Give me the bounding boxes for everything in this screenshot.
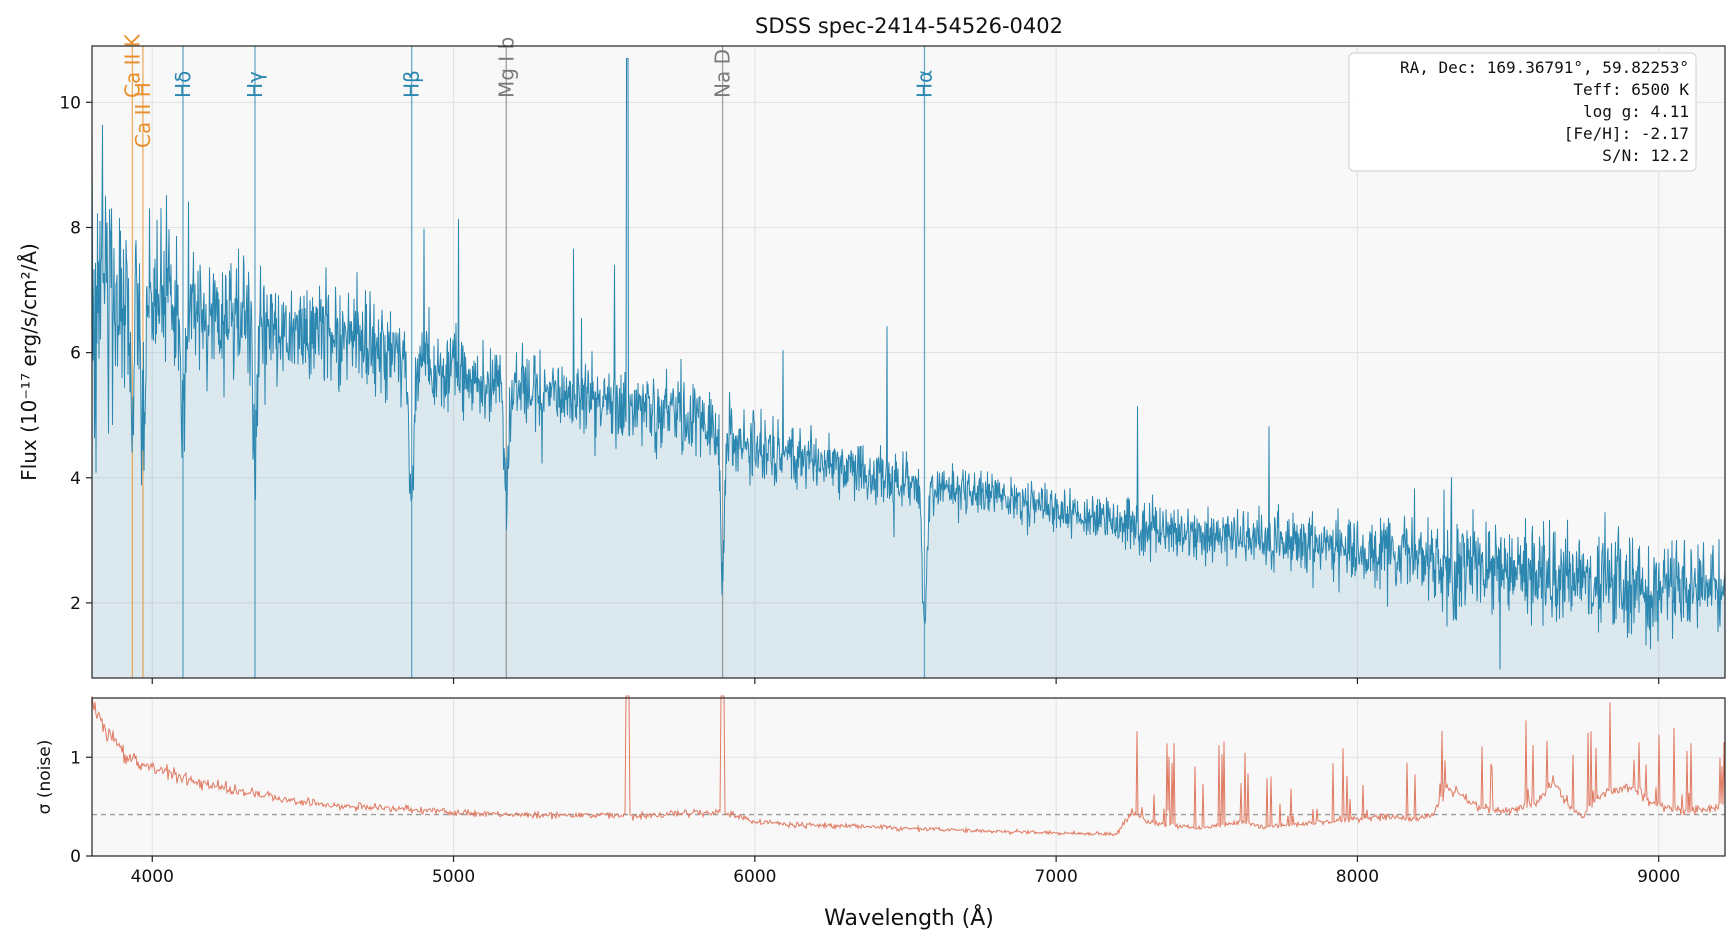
flux-y-axis-label: Flux (10⁻¹⁷ erg/s/cm²/Å) xyxy=(17,243,41,481)
x-tick-label: 9000 xyxy=(1637,867,1680,887)
x-axis-label: Wavelength (Å) xyxy=(824,904,994,931)
spectral-line-label: Hγ xyxy=(243,71,267,98)
flux-plot-frame xyxy=(91,45,1726,679)
flux-y-tick-label: 6 xyxy=(70,344,81,364)
noise-series-line xyxy=(91,695,1726,837)
x-tick-label: 7000 xyxy=(1035,867,1078,887)
noise-panel: 0 1 4000 5000 6000 7000 8000 9000 σ (noise) Wa… xyxy=(35,695,1726,931)
spectral-line-label: Ca II K xyxy=(120,33,144,98)
x-tick-label: 6000 xyxy=(733,867,776,887)
spectral-line-label: Hα xyxy=(912,70,936,98)
flux-y-tick-label: 4 xyxy=(70,469,81,489)
noise-plot-area xyxy=(92,698,1725,856)
x-tick-label: 8000 xyxy=(1336,867,1379,887)
flux-series-line xyxy=(91,58,1726,670)
param-radec: RA, Dec: 169.36791°, 59.82253° xyxy=(1400,58,1689,77)
spectral-line-label: Ca II H xyxy=(131,82,155,148)
stellar-parameters-frame xyxy=(1348,52,1697,172)
param-feh: [Fe/H]: -2.17 xyxy=(1564,124,1689,143)
x-tick-label: 4000 xyxy=(131,867,174,887)
noise-y-axis-label: σ (noise) xyxy=(35,740,55,815)
spectral-line-label: Hδ xyxy=(171,71,195,98)
noise-y-tick-label: 1 xyxy=(70,748,81,768)
flux-fill-area xyxy=(92,58,1725,678)
spectral-line-label: Hβ xyxy=(400,70,424,98)
x-tick-label: 5000 xyxy=(432,867,475,887)
flux-y-tick-label: 8 xyxy=(70,218,81,238)
param-teff: Teff: 6500 K xyxy=(1573,80,1689,99)
noise-y-tick-label: 0 xyxy=(70,847,81,867)
flux-panel: Ca II KCa II H Hδ Hγ Hβ Mg I b Na D Hα 246810 … xyxy=(17,33,1726,684)
stellar-parameters-box: RA, Dec: 169.36791°, 59.82253° Teff: 650… xyxy=(1348,52,1697,172)
flux-y-tick-label: 2 xyxy=(70,594,81,614)
flux-y-tick-label: 10 xyxy=(59,93,81,113)
param-sn: S/N: 12.2 xyxy=(1602,146,1689,165)
noise-plot-frame xyxy=(91,697,1726,857)
spectral-line-label: Na D xyxy=(711,49,735,98)
chart-title: SDSS spec-2414-54526-0402 xyxy=(755,14,1063,38)
param-logg: log g: 4.11 xyxy=(1583,102,1689,121)
spectral-line-label: Mg I b xyxy=(494,37,518,98)
